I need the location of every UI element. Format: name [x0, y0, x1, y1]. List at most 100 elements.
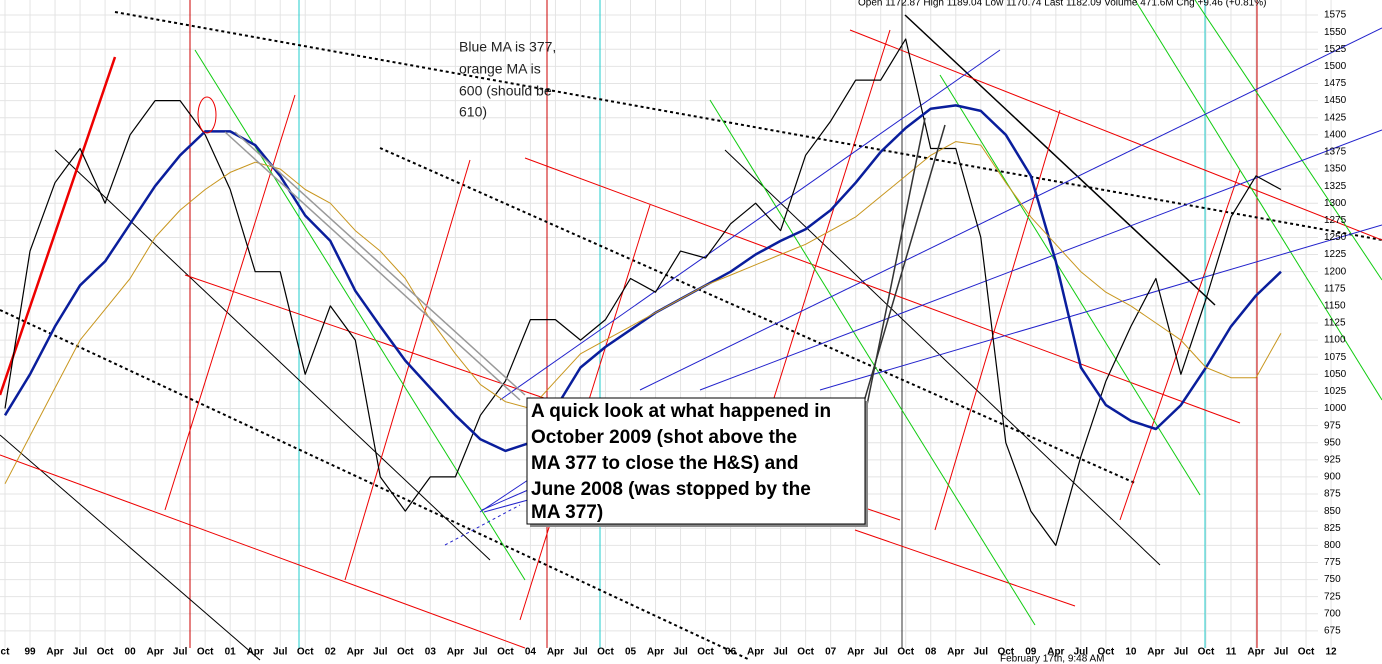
y-tick-label: 700: [1324, 608, 1341, 619]
callout-text: MA 377 to close the H&S) and: [531, 453, 798, 474]
callout-text: June 2008 (was stopped by the: [531, 479, 811, 500]
x-tick-label: 07: [825, 647, 837, 658]
x-tick-label: 06: [725, 647, 737, 658]
callout-text: A quick look at what happened in: [531, 401, 831, 422]
x-tick-label: Apr: [1247, 647, 1264, 658]
y-tick-label: 1150: [1324, 301, 1346, 312]
callout-text: MA 377): [531, 502, 603, 523]
x-tick-label: Apr: [1147, 647, 1164, 658]
y-tick-label: 1125: [1324, 318, 1346, 329]
x-tick-label: Oct: [397, 647, 414, 658]
x-tick-label: Oct: [297, 647, 314, 658]
series-line: [4, 38, 1282, 546]
series-line: [4, 141, 1282, 485]
annotation: 600 (should be: [459, 83, 552, 99]
x-tick-label: Oct: [597, 647, 614, 658]
y-tick-label: 775: [1324, 557, 1341, 568]
x-tick-label: 01: [225, 647, 237, 658]
x-tick-label: Apr: [947, 647, 964, 658]
annotation: Blue MA is 377,: [459, 39, 556, 55]
x-tick-label: Oct: [697, 647, 714, 658]
y-tick-label: 1225: [1324, 249, 1347, 260]
y-tick-label: 925: [1324, 454, 1341, 465]
y-tick-label: 1575: [1324, 10, 1347, 21]
y-tick-label: 1375: [1324, 147, 1347, 158]
y-tick-label: 850: [1324, 506, 1341, 517]
x-tick-label: ct: [1, 647, 11, 658]
x-tick-label: Jul: [974, 647, 989, 658]
timestamp: February 17th, 9:48 AM: [1000, 654, 1105, 664]
y-tick-label: 1400: [1324, 129, 1347, 140]
x-tick-label: Jul: [773, 647, 788, 658]
y-tick-label: 1000: [1324, 403, 1347, 414]
x-tick-label: 05: [625, 647, 637, 658]
callout-text: October 2009 (shot above the: [531, 427, 797, 448]
x-tick-label: Apr: [847, 647, 864, 658]
x-tick-label: Apr: [1047, 647, 1064, 658]
x-tick-label: 08: [925, 647, 937, 658]
series-line: [3, 104, 1282, 453]
x-tick-label: Oct: [197, 647, 214, 658]
quote-header: Open 1172.87 High 1189.04 Low 1170.74 La…: [858, 0, 1266, 9]
grid: [0, 0, 1332, 648]
series-layer: [3, 38, 1282, 546]
y-tick-label: 1250: [1324, 232, 1347, 243]
x-tick-label: 03: [425, 647, 437, 658]
x-tick-label: 12: [1325, 647, 1337, 658]
x-tick-label: Jul: [473, 647, 488, 658]
y-tick-label: 1525: [1324, 44, 1347, 55]
y-tick-label: 1475: [1324, 78, 1347, 89]
y-tick-label: 900: [1324, 472, 1341, 483]
x-tick-label: Oct: [997, 647, 1014, 658]
x-tick-label: 11: [1226, 647, 1237, 658]
y-tick-label: 825: [1324, 523, 1341, 534]
y-tick-label: 800: [1324, 540, 1341, 551]
y-tick-label: 1300: [1324, 198, 1347, 209]
x-tick-label: Apr: [547, 647, 564, 658]
text-layer: Open 1172.87 High 1189.04 Low 1170.74 La…: [1, 0, 1347, 664]
x-tick-label: Jul: [873, 647, 888, 658]
x-tick-label: Jul: [373, 647, 388, 658]
x-tick-label: Apr: [46, 647, 63, 658]
annotation: orange MA is: [459, 61, 541, 77]
y-tick-label: 1350: [1324, 164, 1347, 175]
y-tick-label: 1325: [1324, 181, 1347, 192]
x-tick-label: Oct: [1198, 647, 1215, 658]
x-tick-label: Apr: [347, 647, 364, 658]
x-tick-label: 09: [1025, 647, 1037, 658]
x-tick-label: 99: [24, 647, 36, 658]
x-tick-label: Apr: [447, 647, 464, 658]
x-tick-label: 04: [525, 647, 537, 658]
x-tick-label: Jul: [73, 647, 88, 658]
x-tick-label: Jul: [1174, 647, 1189, 658]
y-tick-label: 1050: [1324, 369, 1347, 380]
callout: [197, 96, 946, 527]
y-tick-label: 1450: [1324, 95, 1347, 106]
y-tick-label: 1275: [1324, 215, 1347, 226]
x-tick-label: Jul: [1074, 647, 1089, 658]
x-tick-label: Oct: [1298, 647, 1315, 658]
x-tick-label: Jul: [1274, 647, 1289, 658]
x-tick-label: 00: [125, 647, 137, 658]
x-tick-label: Apr: [247, 647, 264, 658]
x-tick-label: Oct: [497, 647, 514, 658]
x-tick-label: 02: [325, 647, 337, 658]
x-tick-label: Jul: [173, 647, 188, 658]
x-tick-label: Jul: [573, 647, 588, 658]
annotation: 610): [459, 104, 487, 120]
x-tick-label: Apr: [647, 647, 664, 658]
y-tick-label: 1500: [1324, 61, 1347, 72]
x-tick-label: Apr: [147, 647, 164, 658]
y-tick-label: 1175: [1324, 283, 1346, 294]
x-tick-label: Oct: [897, 647, 914, 658]
y-tick-label: 950: [1324, 437, 1341, 448]
x-tick-label: Oct: [97, 647, 114, 658]
x-tick-label: Oct: [797, 647, 814, 658]
y-tick-label: 1075: [1324, 352, 1347, 363]
x-tick-label: Jul: [273, 647, 288, 658]
y-tick-label: 1425: [1324, 112, 1347, 123]
x-tick-label: Jul: [673, 647, 688, 658]
y-tick-label: 975: [1324, 420, 1341, 431]
